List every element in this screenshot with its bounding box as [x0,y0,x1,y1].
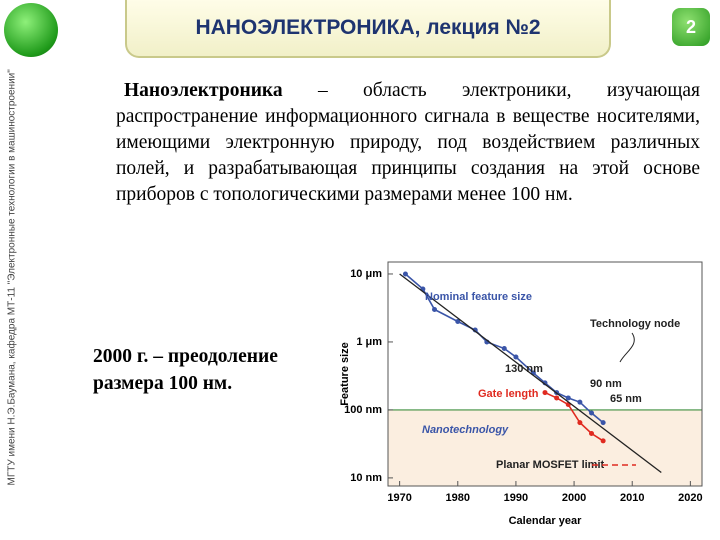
text: – область электроники, изучающая распрос… [116,80,701,205]
point [589,430,595,436]
point [565,395,571,401]
annotation: Technology node [590,318,680,330]
point [577,420,583,426]
annotation: Nanotechnology [422,424,509,436]
point [542,390,548,396]
paragraph: Наноэлектроника – область электроники, и… [116,78,700,208]
note: 2000 г. – преодоление размера 100 нм. [93,346,278,394]
pointer [619,332,635,363]
y-tick-label: 100 nm [344,404,382,416]
page-number: 2 [672,8,710,46]
point [554,395,560,401]
x-tick-label: 1980 [446,492,470,504]
logo-ball [4,3,58,57]
point [513,354,519,360]
x-tick-label: 2000 [562,492,586,504]
point [432,307,438,313]
series-label: Gate length [478,388,539,400]
annotation: Planar MOSFET limit [496,459,605,471]
annotation: 90 nm [590,378,622,390]
point [402,271,408,277]
point [600,438,606,444]
x-axis-label: Calendar year [509,515,582,527]
point [455,318,461,324]
x-tick-label: 2020 [678,492,702,504]
header: НАНОЭЛЕКТРОНИКА, лекция №2 [125,0,611,58]
lead: Наноэлектроника [124,80,283,101]
title: НАНОЭЛЕКТРОНИКА, лекция №2 [195,16,541,39]
point [501,346,507,352]
point [589,410,595,416]
y-tick-label: 1 μm [356,336,382,348]
point [577,399,583,405]
y-tick-label: 10 μm [350,268,382,280]
x-tick-label: 1970 [387,492,411,504]
series-label: Nominal feature size [425,291,532,303]
nano-region [388,409,702,486]
point [472,327,478,333]
annotation: 130 nm [505,363,543,375]
plot-frame [387,261,703,487]
annotation: 65 nm [610,393,642,405]
x-tick-label: 1990 [504,492,528,504]
series-line [399,273,662,474]
x-tick-label: 2010 [620,492,644,504]
point [600,420,606,426]
y-tick-label: 10 nm [350,472,382,484]
y-axis-label: Feature size [339,342,351,406]
